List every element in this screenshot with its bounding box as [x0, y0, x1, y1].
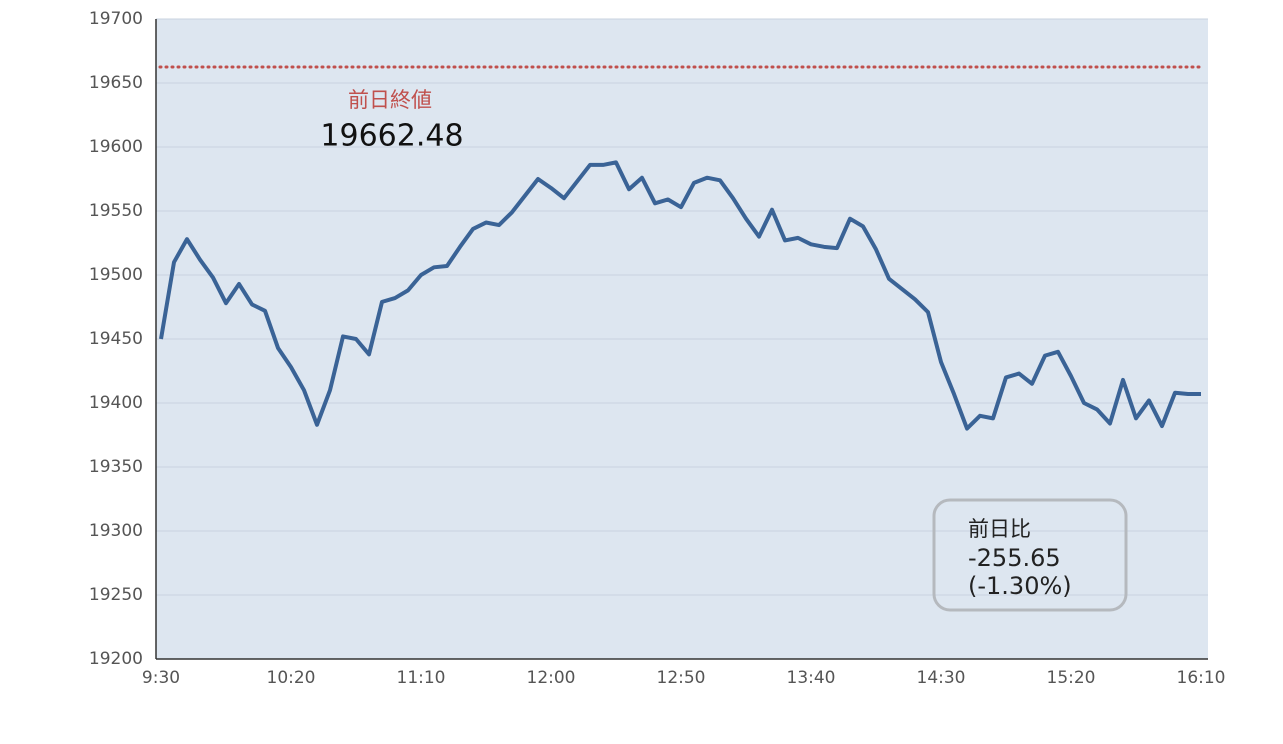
change-value: -255.65 [968, 544, 1061, 572]
line-series [159, 160, 1201, 431]
y-tick-label: 19200 [89, 649, 143, 669]
x-tick-label: 9:30 [142, 668, 180, 688]
change-percent: (-1.30%) [968, 572, 1072, 600]
y-tick-label: 19450 [89, 329, 143, 349]
y-tick-label: 19600 [89, 137, 143, 157]
y-tick-label: 19250 [89, 585, 143, 605]
y-tick-label: 19300 [89, 521, 143, 541]
x-tick-label: 16:10 [1177, 668, 1226, 688]
x-tick-label: 13:40 [787, 668, 836, 688]
reference-value: 19662.48 [320, 119, 463, 154]
x-tick-label: 10:20 [267, 668, 316, 688]
x-tick-label: 14:30 [917, 668, 966, 688]
x-tick-label: 12:50 [657, 668, 706, 688]
y-tick-label: 19400 [89, 393, 143, 413]
y-tick-label: 19700 [89, 9, 143, 29]
x-tick-label: 11:10 [397, 668, 446, 688]
x-tick-label: 12:00 [527, 668, 576, 688]
y-tick-label: 19650 [89, 73, 143, 93]
reference-label: 前日終値 [348, 88, 432, 112]
y-tick-label: 19350 [89, 457, 143, 477]
change-label: 前日比 [968, 517, 1031, 541]
y-tick-label: 19550 [89, 201, 143, 221]
change-box [932, 498, 1128, 612]
x-tick-label: 15:20 [1047, 668, 1096, 688]
y-tick-label: 19500 [89, 265, 143, 285]
